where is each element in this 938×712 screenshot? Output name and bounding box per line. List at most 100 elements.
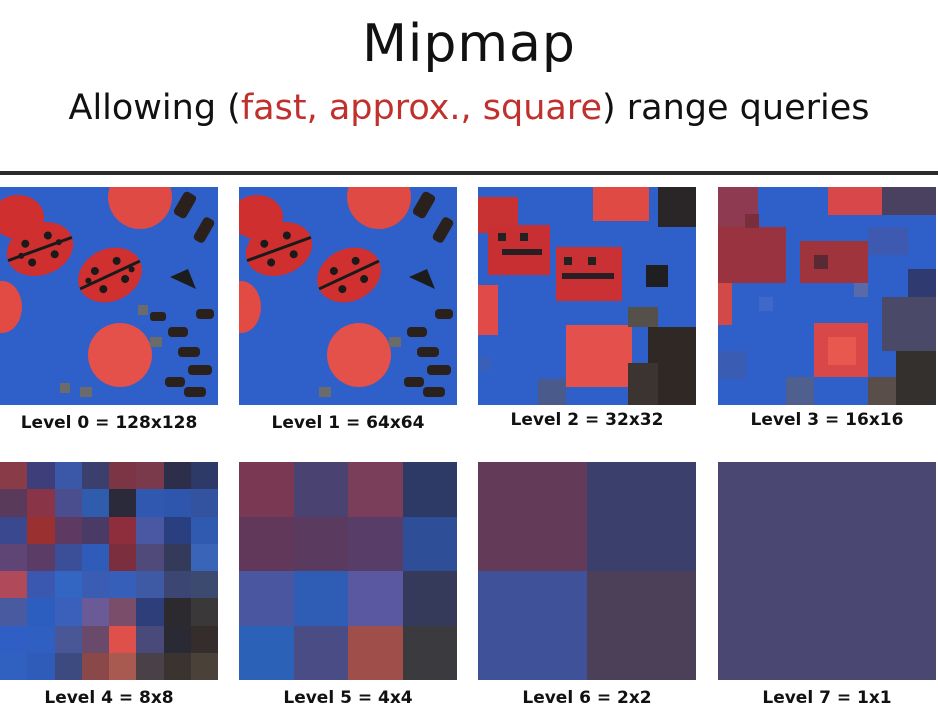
level-5-pixel — [239, 625, 294, 680]
level-5-pixel — [293, 625, 348, 680]
level-4-pixel — [109, 489, 137, 517]
level-4-pixel — [163, 543, 191, 571]
level-4-label: Level 4 = 8x8 — [44, 688, 174, 708]
level-4-pixel — [54, 625, 82, 653]
level-4-pixel — [136, 516, 164, 544]
level-4-pixel — [190, 489, 218, 517]
level-4-pixel — [0, 516, 28, 544]
level-4-pixel — [136, 598, 164, 626]
level-5-pixel — [348, 571, 403, 626]
level-4-pixel — [109, 516, 137, 544]
level-7-label: Level 7 = 1x1 — [762, 688, 892, 708]
level-4-pixel — [27, 543, 55, 571]
level-4-pixel — [54, 543, 82, 571]
level-4-pixel — [27, 571, 55, 599]
ladybug-photo-level-2 — [478, 187, 696, 405]
level-4-pixel — [0, 462, 28, 490]
level-4-pixel — [109, 462, 137, 490]
level-0-label: Level 0 = 128x128 — [20, 413, 198, 433]
level-5-pixel-grid — [239, 462, 457, 680]
level-4-pixel — [54, 489, 82, 517]
level-4-pixel — [136, 652, 164, 680]
slide-title: Mipmap — [362, 14, 576, 74]
level-4-pixel — [27, 652, 55, 680]
level-4-pixel — [81, 462, 109, 490]
level-6-pixel — [478, 571, 587, 680]
level-5-pixel — [402, 571, 457, 626]
mipmap-level-4-image — [0, 462, 218, 680]
level-4-pixel — [190, 598, 218, 626]
level-4-pixel — [81, 571, 109, 599]
level-4-pixel — [0, 543, 28, 571]
level-6-pixel — [587, 571, 696, 680]
level-6-pixel — [478, 462, 587, 571]
level-3-label: Level 3 = 16x16 — [750, 410, 904, 430]
level-4-pixel — [136, 462, 164, 490]
level-5-pixel — [239, 462, 294, 517]
level-4-pixel — [81, 625, 109, 653]
subtitle-prefix: Allowing ( — [68, 88, 241, 128]
level-4-pixel — [163, 625, 191, 653]
level-4-pixel — [136, 543, 164, 571]
level-5-pixel — [293, 571, 348, 626]
level-4-pixel — [136, 571, 164, 599]
level-5-label: Level 5 = 4x4 — [283, 688, 413, 708]
level-4-pixel — [190, 625, 218, 653]
level-4-pixel — [54, 462, 82, 490]
level-4-pixel — [0, 598, 28, 626]
level-5-pixel — [348, 462, 403, 517]
level-4-pixel — [0, 489, 28, 517]
ladybug-photo-level-3 — [718, 187, 936, 405]
level-4-pixel-grid — [0, 462, 218, 680]
level-4-pixel — [109, 543, 137, 571]
level-5-pixel — [239, 571, 294, 626]
level-4-pixel — [109, 625, 137, 653]
level-5-pixel — [402, 462, 457, 517]
level-5-pixel — [402, 516, 457, 571]
level-4-pixel — [0, 571, 28, 599]
level-4-pixel — [81, 516, 109, 544]
level-5-pixel — [293, 516, 348, 571]
level-6-pixel-grid — [478, 462, 696, 680]
level-4-pixel — [81, 652, 109, 680]
mipmap-level-3-image — [718, 187, 936, 405]
level-4-pixel — [109, 598, 137, 626]
level-4-pixel — [81, 598, 109, 626]
subtitle-highlight: fast, approx., square — [240, 88, 602, 128]
level-4-pixel — [81, 489, 109, 517]
slide-subtitle: Allowing (fast, approx., square) range q… — [0, 88, 938, 128]
level-4-pixel — [190, 652, 218, 680]
level-5-pixel — [293, 462, 348, 517]
level-4-pixel — [163, 571, 191, 599]
level-4-pixel — [109, 652, 137, 680]
level-4-pixel — [54, 598, 82, 626]
divider-rule — [0, 171, 938, 175]
level-4-pixel — [163, 489, 191, 517]
level-4-pixel — [27, 625, 55, 653]
level-4-pixel — [163, 652, 191, 680]
level-2-label: Level 2 = 32x32 — [510, 410, 664, 430]
level-4-pixel — [0, 625, 28, 653]
level-4-pixel — [27, 462, 55, 490]
level-4-pixel — [81, 543, 109, 571]
level-4-pixel — [0, 652, 28, 680]
level-4-pixel — [54, 571, 82, 599]
level-4-pixel — [136, 489, 164, 517]
level-5-pixel — [239, 516, 294, 571]
level-1-label: Level 1 = 64x64 — [271, 413, 425, 433]
level-6-pixel — [587, 462, 696, 571]
mipmap-level-6-image — [478, 462, 696, 680]
level-4-pixel — [54, 652, 82, 680]
level-4-pixel — [163, 462, 191, 490]
level-5-pixel — [402, 625, 457, 680]
level-6-label: Level 6 = 2x2 — [522, 688, 652, 708]
level-4-pixel — [190, 462, 218, 490]
mipmap-level-7-image — [718, 462, 936, 680]
mipmap-level-5-image — [239, 462, 457, 680]
level-4-pixel — [163, 598, 191, 626]
level-5-pixel — [348, 625, 403, 680]
level-4-pixel — [27, 598, 55, 626]
level-4-pixel — [190, 543, 218, 571]
level-4-pixel — [190, 571, 218, 599]
level-4-pixel — [27, 489, 55, 517]
